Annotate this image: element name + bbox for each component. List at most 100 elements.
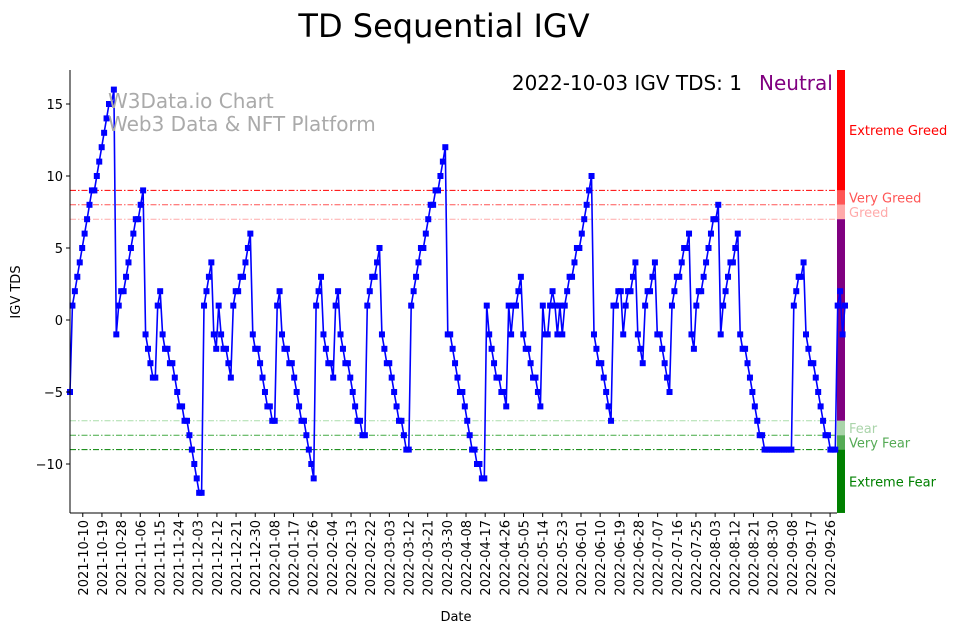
data-point (410, 288, 417, 295)
zone-band (837, 420, 845, 436)
data-point (183, 417, 190, 424)
data-point (737, 331, 744, 338)
data-point (703, 259, 710, 266)
x-tick-label: 2022-03-21 (422, 520, 437, 596)
data-point (678, 259, 685, 266)
data-point (430, 201, 437, 208)
data-point (320, 331, 327, 338)
data-point (512, 302, 519, 309)
data-point (600, 374, 607, 381)
data-point (464, 417, 471, 424)
data-point (257, 360, 264, 367)
data-point (668, 302, 675, 309)
data-point (742, 345, 749, 352)
data-point (413, 273, 420, 280)
data-point (152, 374, 159, 381)
data-point (707, 230, 714, 237)
data-point (790, 302, 797, 309)
x-axis-label: Date (440, 610, 471, 625)
data-point (130, 230, 137, 237)
data-point (435, 187, 442, 194)
data-point (164, 345, 171, 352)
data-point (305, 446, 312, 453)
data-point (415, 259, 422, 266)
data-point (734, 230, 741, 237)
data-point (637, 345, 644, 352)
x-tick-label: 2022-04-08 (460, 520, 475, 596)
data-point (271, 417, 278, 424)
x-tick-label: 2022-09-17 (805, 520, 820, 596)
data-point (330, 374, 337, 381)
x-tick-label: 2021-12-03 (192, 520, 207, 596)
data-point (559, 331, 566, 338)
x-tick-label: 2022-09-26 (824, 520, 839, 596)
x-tick-label: 2022-08-30 (767, 520, 782, 596)
data-point (249, 331, 256, 338)
data-point (481, 475, 488, 482)
data-point (366, 288, 373, 295)
data-point (357, 417, 364, 424)
data-point (439, 158, 446, 165)
data-point (729, 259, 736, 266)
data-point (352, 403, 359, 410)
watermark-line2: Web3 Data & NFT Platform (108, 112, 376, 136)
data-point (371, 273, 378, 280)
zone-band (837, 190, 845, 205)
data-point (642, 302, 649, 309)
x-tick-label: 2022-03-12 (403, 520, 418, 596)
x-tick-label: 2022-05-05 (518, 520, 533, 596)
data-point (408, 302, 415, 309)
data-point (218, 331, 225, 338)
annotation-text: 2022-10-03 IGV TDS: 1 (512, 71, 742, 95)
data-point (759, 432, 766, 439)
data-point (539, 302, 546, 309)
x-tick-label: 2021-12-12 (211, 520, 226, 596)
data-point (235, 288, 242, 295)
data-point (381, 345, 388, 352)
data-point (79, 245, 86, 251)
data-point (242, 259, 249, 266)
data-point (442, 144, 449, 151)
data-point (537, 403, 544, 410)
data-point (544, 331, 551, 338)
data-point (832, 446, 839, 453)
data-point (744, 360, 751, 367)
data-point (517, 273, 524, 280)
annotation-status: Neutral (759, 71, 833, 95)
x-tick-label: 2022-08-03 (709, 520, 724, 596)
data-point (393, 403, 400, 410)
chart-title: TD Sequential IGV (297, 7, 589, 45)
data-point (364, 302, 371, 309)
zone-band (837, 70, 845, 191)
data-point (310, 475, 317, 482)
data-point (590, 331, 597, 338)
data-point (834, 302, 841, 309)
zone-label: Fear (849, 422, 878, 437)
data-point (486, 331, 493, 338)
data-point (598, 360, 605, 367)
data-point (225, 360, 232, 367)
data-point (571, 259, 578, 266)
data-point (101, 129, 108, 136)
data-point (569, 273, 576, 280)
data-point (244, 245, 251, 251)
data-point (279, 331, 286, 338)
x-tick-label: 2022-07-07 (652, 520, 667, 596)
data-point (327, 360, 334, 367)
data-point (174, 389, 181, 395)
data-point (837, 288, 844, 295)
data-point (188, 446, 195, 453)
data-point (671, 288, 678, 295)
data-point (576, 245, 583, 251)
data-point (296, 403, 303, 410)
data-point (627, 288, 634, 295)
x-tick-label: 2022-06-10 (594, 520, 609, 596)
data-point (666, 389, 673, 395)
data-point (398, 417, 405, 424)
data-point (647, 288, 654, 295)
data-point (588, 173, 595, 179)
data-point (449, 345, 456, 352)
data-point (120, 288, 127, 295)
data-point (76, 259, 83, 266)
data-point (157, 288, 164, 295)
